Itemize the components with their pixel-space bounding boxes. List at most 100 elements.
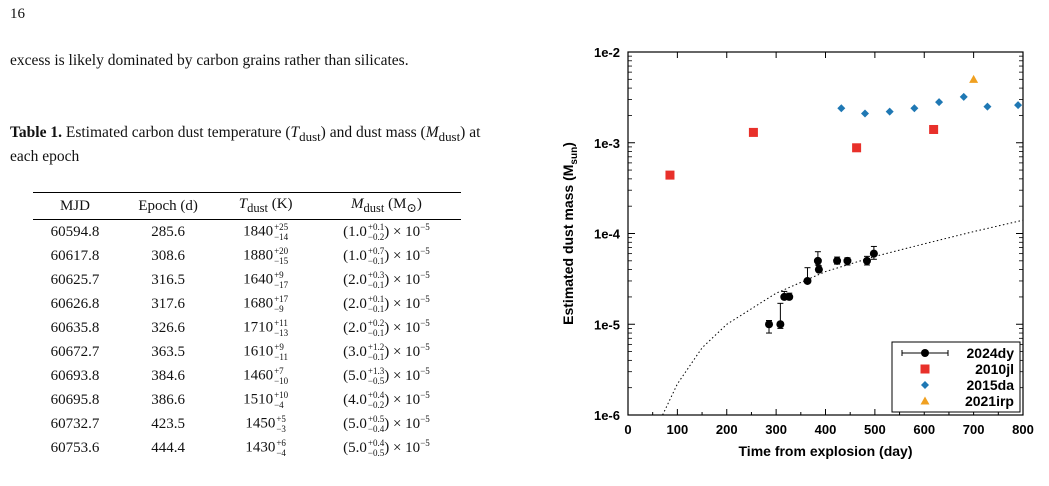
mdust-uncertainty: +0.4 −0.5 [368,438,384,458]
tdust-uncertainty: +9 −17 [274,270,288,290]
data-point-2024dy [843,257,851,265]
tdust-lower: −14 [274,232,288,242]
x-tick-label: 700 [963,422,985,437]
cell-mdust: (1.0 +0.1 −0.2) × 10−5 [312,220,461,245]
series-2010jl [665,125,938,180]
y-axis-label: Estimated dust mass (Msun) [560,142,580,325]
data-point-2015da [960,93,968,101]
chart-plot-area: 0 100 200 300 400 500 600 700 8001e-61e-51e-41e-… [560,45,1034,459]
y-tick-label: 1e-4 [594,227,621,242]
mdust-uncertainty: +0.5 −0.4 [368,414,384,434]
tdust-lower: −15 [274,256,288,266]
tdust-value: 1430 [245,439,275,455]
cell-tdust: 1460 +7 −10 [219,364,312,388]
header-mdust-unit-close: ) [417,196,422,212]
table-row: 60625.7 316.5 1640 +9 −17 (2.0 +0.3 −0.1) × 10−… [33,268,461,292]
data-point-2024dy [833,257,841,265]
data-point-2024dy [785,293,793,301]
y-tick-label: 1e-2 [594,45,620,60]
x-tick-label: 600 [913,422,935,437]
mdust-exponent: −5 [420,270,430,280]
caption-tdust-symbol: T [291,124,300,141]
cell-mdust: (1.0 +0.7 −0.1) × 10−5 [312,244,461,268]
x-tick-label: 400 [815,422,837,437]
cell-epoch: 444.4 [117,436,220,460]
mdust-times: × 10 [393,272,420,288]
mdust-times: × 10 [393,296,420,312]
header-tdust-unit: (K) [272,196,293,212]
mdust-upper: +0.4 [368,390,384,400]
tdust-uncertainty: +25 −14 [274,222,288,242]
tdust-lower: −10 [274,376,288,386]
cell-epoch: 316.5 [117,268,220,292]
tdust-uncertainty: +6 −4 [276,438,286,458]
tdust-lower: −4 [274,400,288,410]
cell-mdust: (2.0 +0.3 −0.1) × 10−5 [312,268,461,292]
cell-mjd: 60672.7 [33,340,117,364]
legend-marker-2010jl [921,365,930,374]
y-tick-label: 1e-5 [594,317,620,332]
tdust-uncertainty: +7 −10 [274,366,288,386]
tdust-value: 1880 [243,247,273,263]
caption-text-a: Estimated carbon dust temperature ( [66,124,291,141]
x-axis-label: Time from explosion (day) [739,443,913,459]
cell-mjd: 60693.8 [33,364,117,388]
mdust-uncertainty: +1.3 −0.5 [368,366,384,386]
data-point-2021irp [969,75,978,83]
x-tick-label: 500 [864,422,886,437]
data-point-2015da [1014,101,1022,109]
cell-mjd: 60594.8 [33,220,117,245]
mdust-value: (5.0 [343,368,367,384]
mdust-exponent: −5 [420,414,430,424]
tdust-uncertainty: +5 −3 [276,414,286,434]
page-number: 16 [10,6,25,23]
data-point-2024dy [765,320,773,328]
data-point-2024dy [803,277,811,285]
dust-table: MJD Epoch (d) Tdust (K) Mdust (M⊙) 60594… [33,192,461,460]
cell-mdust: (5.0 +0.4 −0.5) × 10−5 [312,436,461,460]
mdust-upper: +0.2 [368,318,384,328]
cell-mjd: 60617.8 [33,244,117,268]
header-epoch: Epoch (d) [117,193,220,220]
tdust-upper: +10 [274,390,288,400]
data-point-2015da [983,103,991,111]
tdust-value: 1510 [243,391,273,407]
data-point-2015da [886,108,894,116]
mdust-lower: −0.5 [368,448,384,458]
mdust-times: × 10 [393,416,420,432]
cell-epoch: 363.5 [117,340,220,364]
legend-label: 2010jl [975,361,1014,377]
cell-tdust: 1510 +10 −4 [219,388,312,412]
cell-mjd: 60753.6 [33,436,117,460]
cell-mdust: (5.0 +1.3 −0.5) × 10−5 [312,364,461,388]
x-tick-label: 300 [765,422,787,437]
cell-mjd: 60635.8 [33,316,117,340]
table-row: 60753.6 444.4 1430 +6 −4 (5.0 +0.4 −0.5) × 10−5 [33,436,461,460]
tdust-value: 1840 [243,223,273,239]
series-2021irp [969,75,978,83]
x-tick-label: 200 [716,422,738,437]
tdust-lower: −11 [274,352,288,362]
mdust-times: × 10 [393,224,420,240]
caption-text-b: ) and dust mass ( [321,124,426,141]
header-mdust-unit: (M [388,196,406,212]
mdust-times: × 10 [393,320,420,336]
mdust-times: × 10 [393,392,420,408]
mdust-upper: +1.2 [368,342,384,352]
cell-tdust: 1680 +17 −9 [219,292,312,316]
mdust-uncertainty: +0.2 −0.1 [368,318,384,338]
mdust-times: × 10 [393,440,420,456]
series-2015da [837,93,1022,118]
header-mdust-symbol: M [351,196,364,212]
header-mdust: Mdust (M⊙) [312,193,461,220]
tdust-upper: +5 [276,414,286,424]
header-mdust-unit-subscript: ⊙ [406,201,416,215]
tdust-value: 1610 [243,343,273,359]
data-point-2024dy [863,257,871,265]
caption-tdust-subscript: dust [299,129,321,144]
caption-mdust-symbol: M [426,124,439,141]
data-point-2024dy [870,250,878,258]
data-point-2015da [861,110,869,118]
tdust-value: 1450 [245,415,275,431]
data-point-2010jl [929,125,938,134]
